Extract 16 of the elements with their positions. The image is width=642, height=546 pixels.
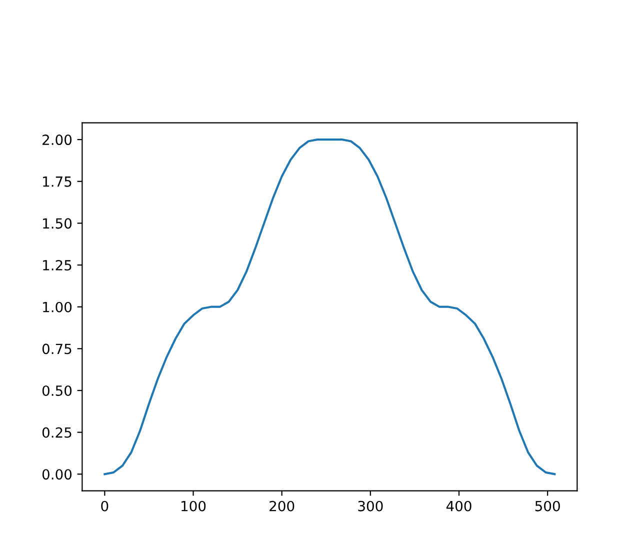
x-tick-label: 0 bbox=[101, 500, 108, 512]
y-tick-label: 1.75 bbox=[43, 176, 72, 187]
x-tick-label: 300 bbox=[358, 500, 383, 512]
y-tick-label: 1.00 bbox=[43, 302, 72, 312]
y-tick-label: 0.00 bbox=[42, 469, 72, 480]
y-tick-label: 1.50 bbox=[43, 218, 72, 229]
y-tick-label: 0.25 bbox=[42, 427, 72, 438]
x-tick-label: 500 bbox=[535, 500, 560, 512]
y-tick-label: 0.50 bbox=[42, 385, 72, 396]
line-series bbox=[104, 138, 556, 476]
x-tick-label: 100 bbox=[182, 500, 206, 512]
y-tick-label: 0.75 bbox=[42, 344, 72, 354]
x-tick-label: 200 bbox=[270, 500, 294, 512]
y-tick-label: 2.00 bbox=[42, 134, 72, 146]
x-tick-label: 400 bbox=[446, 500, 472, 512]
y-tick-label: 1.25 bbox=[43, 260, 72, 271]
